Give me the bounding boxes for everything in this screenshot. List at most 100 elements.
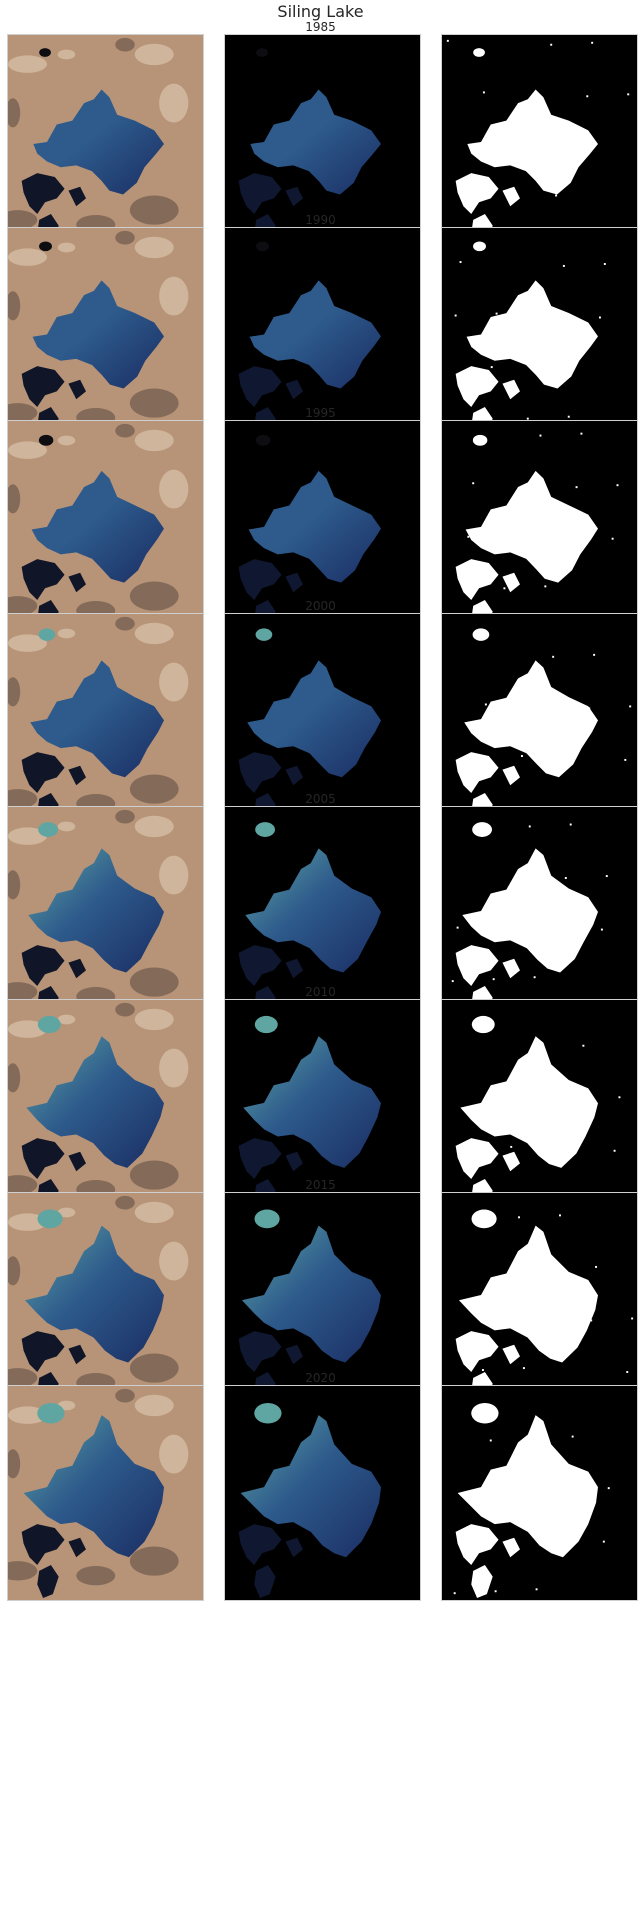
northern-lake [38, 822, 58, 837]
secondary-lake [285, 1151, 303, 1172]
satellite-panel [7, 420, 204, 636]
secondary-lake [285, 1537, 303, 1558]
northern-lake [471, 1209, 497, 1229]
year-label: 2005 [305, 792, 336, 806]
main-lake [24, 1225, 165, 1363]
northern-lake [39, 48, 51, 57]
satellite-panel [7, 1385, 204, 1601]
year-label: 2020 [305, 1371, 336, 1385]
secondary-lake [502, 572, 520, 593]
masked-panel [224, 1192, 421, 1408]
water-mask-panel [441, 1192, 638, 1408]
water-mask-panel [441, 999, 638, 1215]
masked-panel [224, 227, 421, 443]
satellite-panel [7, 999, 204, 1215]
main-lake [241, 1225, 381, 1363]
satellite-panel [7, 34, 204, 250]
secondary-lake [238, 559, 282, 600]
northern-lake [473, 241, 486, 252]
year-label: 1995 [305, 406, 336, 420]
secondary-lake [68, 1151, 86, 1172]
secondary-lake [285, 1344, 303, 1365]
secondary-lake [502, 765, 520, 786]
year-label: 1985 [305, 20, 336, 34]
main-lake [457, 1415, 598, 1558]
main-lake [31, 470, 164, 583]
secondary-lake [21, 945, 65, 986]
northern-lake [471, 1403, 499, 1424]
main-lake [248, 470, 381, 583]
secondary-lake [502, 379, 520, 400]
secondary-lake [455, 1138, 499, 1179]
secondary-lake [238, 173, 282, 214]
secondary-lake [21, 752, 65, 793]
year-label: 2000 [305, 599, 336, 613]
northern-lake [472, 822, 492, 837]
main-lake [26, 1036, 164, 1168]
northern-lake [38, 434, 54, 446]
secondary-lake [455, 1331, 499, 1372]
northern-lake [256, 241, 269, 252]
secondary-lake [238, 1524, 282, 1565]
secondary-lake [502, 186, 520, 207]
satellite-panel [7, 806, 204, 1022]
main-lake [460, 1036, 598, 1168]
northern-lake [38, 628, 56, 641]
northern-lake [37, 1403, 65, 1424]
secondary-lake [502, 1151, 520, 1172]
secondary-lake [285, 379, 303, 400]
secondary-lake [21, 173, 65, 214]
main-lake [462, 848, 598, 973]
main-lake [247, 660, 381, 778]
northern-lake [473, 48, 485, 57]
secondary-lake [21, 366, 65, 407]
secondary-lake [238, 366, 282, 407]
water-mask-panel [441, 420, 638, 636]
secondary-lake [238, 1331, 282, 1372]
secondary-lake [455, 752, 499, 793]
northern-lake [254, 1209, 280, 1229]
masked-panel [224, 34, 421, 250]
secondary-lake [68, 1344, 86, 1365]
secondary-lake [502, 1537, 520, 1558]
secondary-lake [502, 958, 520, 979]
main-lake [245, 848, 381, 973]
northern-lake [472, 628, 490, 641]
water-mask-panel [441, 1385, 638, 1601]
secondary-lake [455, 366, 499, 407]
masked-panel [224, 999, 421, 1215]
masked-panel [224, 1385, 421, 1601]
northern-lake [472, 434, 488, 446]
secondary-lake [455, 945, 499, 986]
main-lake [243, 1036, 381, 1168]
main-lake [249, 280, 381, 389]
main-lake [23, 1415, 164, 1558]
main-lake [30, 660, 165, 778]
secondary-lake [68, 958, 86, 979]
main-lake [465, 470, 598, 583]
secondary-lake [21, 1524, 65, 1565]
figure-title: Siling Lake [277, 2, 364, 21]
water-mask-panel [441, 34, 638, 250]
secondary-lake [285, 765, 303, 786]
main-lake [464, 660, 598, 778]
northern-lake [255, 434, 271, 446]
secondary-lake [238, 752, 282, 793]
secondary-lake [68, 572, 86, 593]
northern-lake [471, 1015, 495, 1034]
northern-lake [37, 1209, 63, 1229]
year-label: 2010 [305, 985, 336, 999]
water-mask-panel [441, 806, 638, 1022]
northern-lake [254, 1403, 282, 1424]
secondary-lake [455, 173, 499, 214]
northern-lake [254, 1015, 278, 1034]
secondary-lake [68, 765, 86, 786]
secondary-lake [68, 379, 86, 400]
secondary-lake [21, 1331, 65, 1372]
secondary-lake [238, 1138, 282, 1179]
secondary-lake [238, 945, 282, 986]
northern-lake [256, 48, 268, 57]
main-lake [32, 280, 164, 389]
main-lake [240, 1415, 381, 1558]
northern-lake [255, 628, 273, 641]
